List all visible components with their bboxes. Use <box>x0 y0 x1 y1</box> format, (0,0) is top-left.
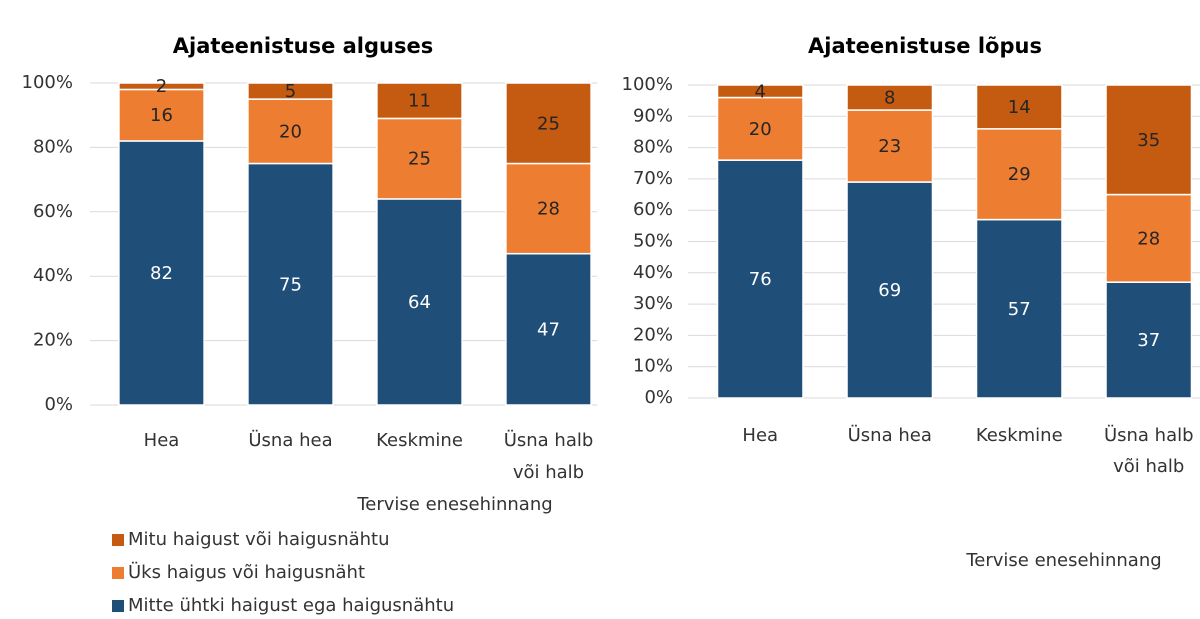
bar-segment <box>846 109 934 183</box>
data-label: 64 <box>408 292 431 313</box>
data-label: 75 <box>279 274 302 295</box>
legend-label: Mitu haigust või haigusnähtu <box>128 529 390 550</box>
y-tick-label: 60% <box>633 199 673 220</box>
legend-swatch <box>112 600 124 612</box>
y-tick-label: 80% <box>33 136 73 157</box>
data-label: 23 <box>878 136 901 157</box>
bar-segment <box>505 252 592 406</box>
data-label: 25 <box>537 113 560 134</box>
y-tick-label: 0% <box>44 394 73 415</box>
data-label: 69 <box>878 280 901 301</box>
data-label: 28 <box>1137 228 1160 249</box>
y-tick-label: 40% <box>33 265 73 286</box>
x-tick-label: või halb <box>513 462 584 483</box>
data-label: 47 <box>537 319 560 340</box>
legend-swatch <box>112 567 124 579</box>
bar-segment <box>505 82 592 165</box>
data-label: 20 <box>749 119 772 140</box>
x-tick-label: Hea <box>144 430 180 451</box>
y-tick-label: 20% <box>633 324 673 345</box>
legend-label: Üks haigus või haigusnäht <box>128 561 365 583</box>
chart-title: Ajateenistuse alguses <box>173 34 433 58</box>
chart-title: Ajateenistuse lõpus <box>808 34 1042 58</box>
data-label: 14 <box>1008 97 1031 118</box>
x-tick-label: Üsna hea <box>248 429 332 451</box>
data-label: 11 <box>408 91 431 112</box>
x-tick-label: Hea <box>742 425 778 446</box>
bar-segment <box>975 218 1063 399</box>
bar-segment <box>376 82 463 120</box>
legend-swatch <box>112 534 124 546</box>
y-tick-label: 90% <box>633 105 673 126</box>
data-label: 82 <box>150 263 173 284</box>
bar-segment <box>716 84 804 99</box>
y-tick-label: 0% <box>644 387 673 408</box>
y-tick-label: 80% <box>633 137 673 158</box>
y-tick-label: 100% <box>22 72 73 93</box>
bar-segment <box>716 159 804 399</box>
bar-segment <box>975 128 1063 221</box>
x-tick-label: Keskmine <box>976 425 1063 446</box>
data-label: 57 <box>1008 299 1031 320</box>
bar-segment <box>376 117 463 200</box>
data-label: 76 <box>749 269 772 290</box>
y-tick-label: 30% <box>633 293 673 314</box>
bar-segment <box>118 88 205 142</box>
data-label: 8 <box>884 88 895 109</box>
bar-segment <box>975 84 1063 130</box>
data-label: 4 <box>755 81 766 102</box>
x-tick-label: või halb <box>1113 456 1184 477</box>
x-axis-label: Tervise enesehinnang <box>965 550 1161 571</box>
y-tick-label: 40% <box>633 262 673 283</box>
legend-label: Mitte ühtki haigust ega haigusnähtu <box>128 595 454 616</box>
bar-segment <box>376 198 463 406</box>
bar-segment <box>247 82 334 100</box>
bar-segment <box>118 82 205 91</box>
y-tick-label: 10% <box>633 356 673 377</box>
data-label: 20 <box>279 121 302 142</box>
bar-segment <box>846 84 934 111</box>
bar-segment <box>1105 193 1193 283</box>
bar-segment <box>247 162 334 406</box>
y-tick-label: 50% <box>633 231 673 252</box>
bar-segment <box>118 140 205 406</box>
bar-segment <box>247 98 334 165</box>
data-label: 29 <box>1008 164 1031 185</box>
bar-segment <box>1105 84 1193 196</box>
data-label: 28 <box>537 199 560 220</box>
x-axis-label: Tervise enesehinnang <box>356 494 552 515</box>
data-label: 35 <box>1137 130 1160 151</box>
data-label: 25 <box>408 149 431 170</box>
y-tick-label: 100% <box>622 74 673 95</box>
x-tick-label: Üsna hea <box>848 424 932 446</box>
data-label: 16 <box>150 105 173 126</box>
x-tick-label: Üsna halb <box>1104 424 1194 446</box>
y-tick-label: 20% <box>33 330 73 351</box>
data-label: 37 <box>1137 330 1160 351</box>
x-tick-label: Üsna halb <box>504 429 594 451</box>
data-label: 5 <box>285 81 296 102</box>
x-tick-label: Keskmine <box>376 430 463 451</box>
bar-segment <box>716 96 804 161</box>
y-tick-label: 60% <box>33 201 73 222</box>
y-tick-label: 70% <box>633 168 673 189</box>
bar-segment <box>505 162 592 255</box>
data-label: 2 <box>156 76 167 97</box>
